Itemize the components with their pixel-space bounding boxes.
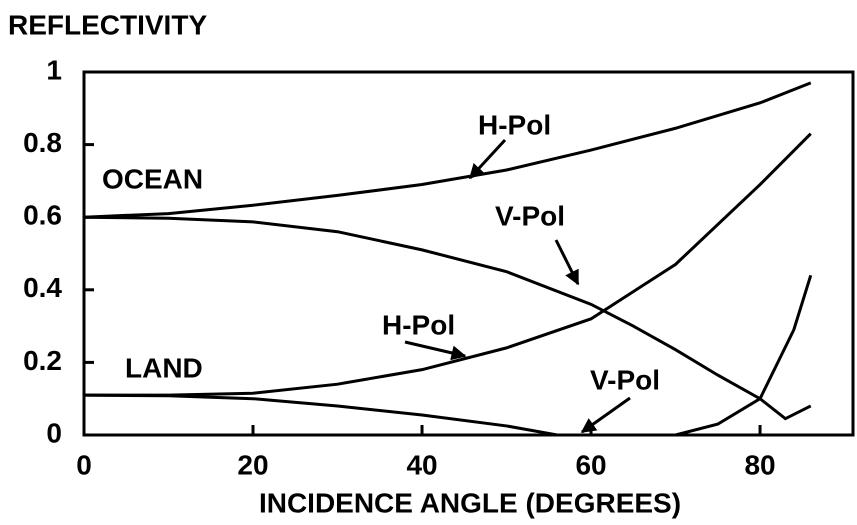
x-tick-label: 0 (76, 449, 92, 480)
y-tick-label: 0.8 (23, 127, 62, 158)
x-tick-label: 60 (575, 449, 606, 480)
y-tick-label: 0.4 (23, 272, 62, 303)
line (83, 81, 812, 219)
x-tick-label: 80 (744, 449, 775, 480)
x-tick-label: 20 (237, 449, 268, 480)
series-label: H-Pol (382, 309, 455, 340)
line (83, 274, 813, 437)
x-axis-label: INCIDENCE ANGLE (DEGREES) (259, 487, 681, 518)
x-tick-label: 40 (406, 449, 437, 480)
arrow (468, 138, 507, 180)
series-label: V-Pol (495, 200, 565, 231)
annotation: LAND (125, 352, 203, 383)
annotation: OCEAN (102, 163, 203, 194)
series-label: H-Pol (478, 109, 551, 140)
y-tick-label: 0.2 (23, 345, 62, 376)
y-tick-label: 0 (46, 417, 62, 448)
y-tick-label: 0.6 (23, 200, 62, 231)
y-tick-label: 1 (46, 54, 62, 85)
arrow (554, 239, 580, 286)
plot-frame (82, 70, 855, 437)
series-label: V-Pol (590, 364, 660, 395)
arrow (580, 396, 631, 434)
arrow (404, 340, 467, 361)
chart-title: REFLECTIVITY (8, 9, 207, 40)
